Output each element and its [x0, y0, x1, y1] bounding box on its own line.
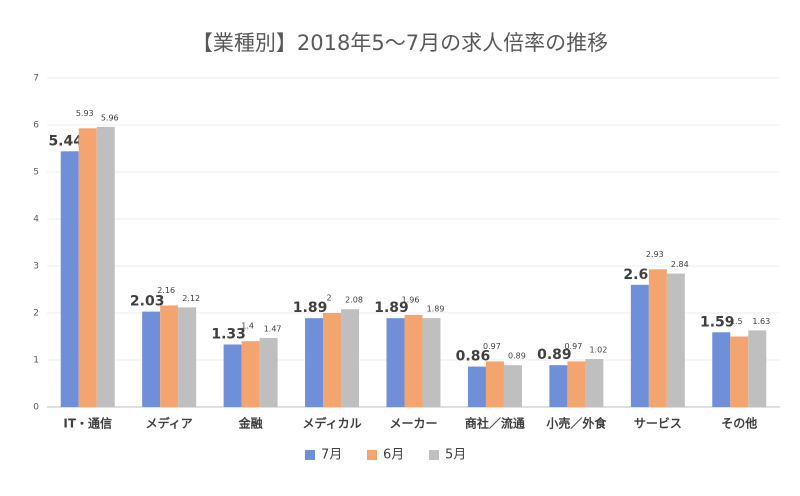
- y-tick-label: 0: [33, 403, 39, 413]
- value-label: 2.16: [157, 286, 175, 295]
- y-tick-label: 2: [33, 309, 39, 319]
- x-tick-label: メーカー: [389, 417, 437, 431]
- legend-swatch: [429, 450, 439, 460]
- legend-swatch: [367, 450, 377, 460]
- x-tick-label: 商社／流通: [465, 416, 525, 431]
- value-label: 0.97: [564, 342, 582, 351]
- value-label: 5.93: [76, 109, 94, 118]
- y-tick-label: 7: [33, 74, 39, 84]
- x-tick-label: 小売／外食: [546, 416, 607, 431]
- value-label: 2.6: [623, 267, 648, 283]
- value-label: 1.33: [211, 326, 246, 342]
- bar: [467, 366, 486, 407]
- bar: [485, 361, 504, 407]
- value-label: 5.44: [48, 133, 83, 149]
- bar: [748, 330, 767, 407]
- value-label: 1.63: [752, 317, 770, 326]
- value-label: 2: [327, 294, 332, 303]
- legend-label: 6月: [383, 448, 404, 463]
- legend-swatch: [305, 450, 315, 460]
- value-label: 1.5: [730, 317, 743, 326]
- value-label: 1.89: [427, 305, 445, 314]
- value-label: 5.96: [101, 113, 119, 122]
- y-tick-label: 3: [33, 262, 39, 272]
- value-label: 1.02: [589, 346, 607, 355]
- bar: [712, 332, 731, 407]
- value-label: 0.89: [508, 352, 526, 361]
- value-label: 0.97: [483, 342, 501, 351]
- bar: [404, 314, 423, 407]
- value-label: 2.12: [182, 294, 200, 303]
- value-label: 2.84: [671, 260, 689, 269]
- bar: [730, 336, 749, 407]
- y-tick-label: 5: [33, 168, 39, 178]
- value-label: 1.4: [241, 322, 254, 331]
- bar: [549, 365, 568, 407]
- value-label: 1.89: [374, 300, 409, 316]
- bar: [422, 318, 441, 407]
- bar: [341, 309, 360, 407]
- x-tick-label: IT・通信: [63, 416, 112, 431]
- value-label: 1.59: [700, 314, 735, 330]
- bar: [567, 361, 586, 407]
- x-tick-label: 金融: [238, 416, 263, 431]
- x-tick-label: その他: [721, 416, 757, 431]
- chart-title: 【業種別】2018年5〜7月の求人倍率の推移: [192, 31, 608, 55]
- bar: [60, 151, 79, 407]
- bar: [223, 344, 242, 407]
- bar: [259, 337, 278, 407]
- value-label: 2.93: [646, 250, 664, 259]
- y-tick-label: 6: [33, 121, 39, 131]
- y-tick-label: 1: [33, 356, 39, 366]
- bar: [630, 284, 649, 407]
- x-tick-label: メディア: [146, 416, 193, 431]
- bar: [96, 126, 115, 407]
- y-tick-label: 4: [33, 215, 39, 225]
- value-label: 0.89: [537, 347, 572, 363]
- bar: [323, 313, 342, 407]
- bar: [241, 341, 260, 407]
- x-tick-label: サービス: [634, 416, 682, 431]
- value-label: 1.89: [293, 300, 328, 316]
- bar: [160, 305, 179, 407]
- value-label: 1.96: [402, 295, 420, 304]
- bar: [305, 318, 324, 407]
- bar: [386, 318, 405, 407]
- bar: [178, 307, 197, 407]
- bar: [585, 359, 604, 407]
- value-label: 0.86: [456, 349, 491, 365]
- bar: [78, 128, 97, 408]
- value-label: 2.03: [130, 294, 165, 310]
- bar: [503, 365, 522, 407]
- x-tick-label: メディカル: [302, 416, 361, 431]
- value-label: 2.08: [345, 296, 363, 305]
- legend-label: 5月: [445, 448, 466, 463]
- legend-label: 7月: [321, 448, 342, 463]
- bar: [666, 273, 685, 407]
- bar: [648, 269, 667, 407]
- value-label: 1.47: [264, 324, 282, 333]
- bar: [142, 311, 161, 407]
